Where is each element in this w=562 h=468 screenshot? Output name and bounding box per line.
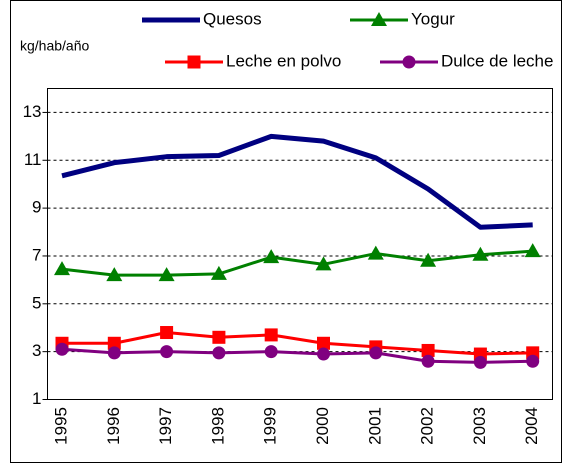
series-line: [61, 133, 533, 230]
marker: [402, 55, 416, 69]
marker: [107, 336, 121, 350]
marker: [421, 354, 435, 368]
marker: [317, 336, 330, 350]
series-line: [61, 347, 533, 364]
marker: [315, 256, 332, 271]
marker: [420, 252, 437, 267]
x-tick-label: 1998: [208, 407, 227, 445]
marker: [55, 342, 69, 356]
x-tick-label: 1995: [51, 407, 70, 445]
plot-area: [47, 88, 553, 400]
marker: [524, 243, 541, 258]
x-tick-label: 1999: [261, 407, 280, 445]
marker: [264, 328, 278, 342]
marker: [212, 346, 226, 360]
chart-frame: [10, 0, 562, 463]
series-line: [61, 249, 533, 277]
marker: [473, 355, 487, 369]
x-tick-label: 1997: [156, 407, 175, 445]
y-tick-label: 9: [32, 198, 41, 217]
x-tick-label: 2002: [418, 407, 437, 445]
y-tick-label: 5: [32, 293, 41, 312]
marker: [160, 326, 174, 340]
y-axis-label: kg/hab/año: [20, 38, 89, 54]
legend-label: Yogur: [411, 9, 455, 28]
marker: [472, 246, 489, 261]
legend-label: Dulce de leche: [441, 51, 553, 70]
y-tick-label: 3: [32, 341, 41, 360]
x-tick-label: 2004: [522, 407, 541, 445]
marker: [187, 55, 201, 69]
marker: [210, 265, 227, 280]
y-tick-label: 13: [23, 102, 42, 121]
marker: [54, 261, 70, 276]
x-tick-label: 1996: [104, 407, 123, 445]
marker: [158, 267, 175, 282]
marker: [106, 267, 123, 282]
y-tick-label: 1: [32, 389, 41, 408]
legend-label: Leche en polvo: [226, 51, 341, 70]
marker: [160, 345, 174, 359]
x-tick-label: 2001: [365, 407, 384, 445]
marker: [371, 12, 387, 26]
marker: [263, 249, 280, 264]
marker: [421, 343, 435, 357]
series-line: [62, 331, 533, 356]
legend-label: Quesos: [203, 9, 262, 28]
x-tick-label: 2003: [470, 407, 489, 445]
marker: [526, 354, 540, 368]
marker: [212, 330, 226, 344]
y-tick-label: 7: [32, 245, 41, 264]
marker: [264, 345, 278, 359]
marker: [107, 346, 121, 360]
x-tick-label: 2000: [313, 407, 332, 445]
marker: [317, 347, 330, 361]
marker: [369, 346, 383, 360]
y-tick-label: 11: [24, 150, 42, 169]
marker: [367, 245, 384, 260]
